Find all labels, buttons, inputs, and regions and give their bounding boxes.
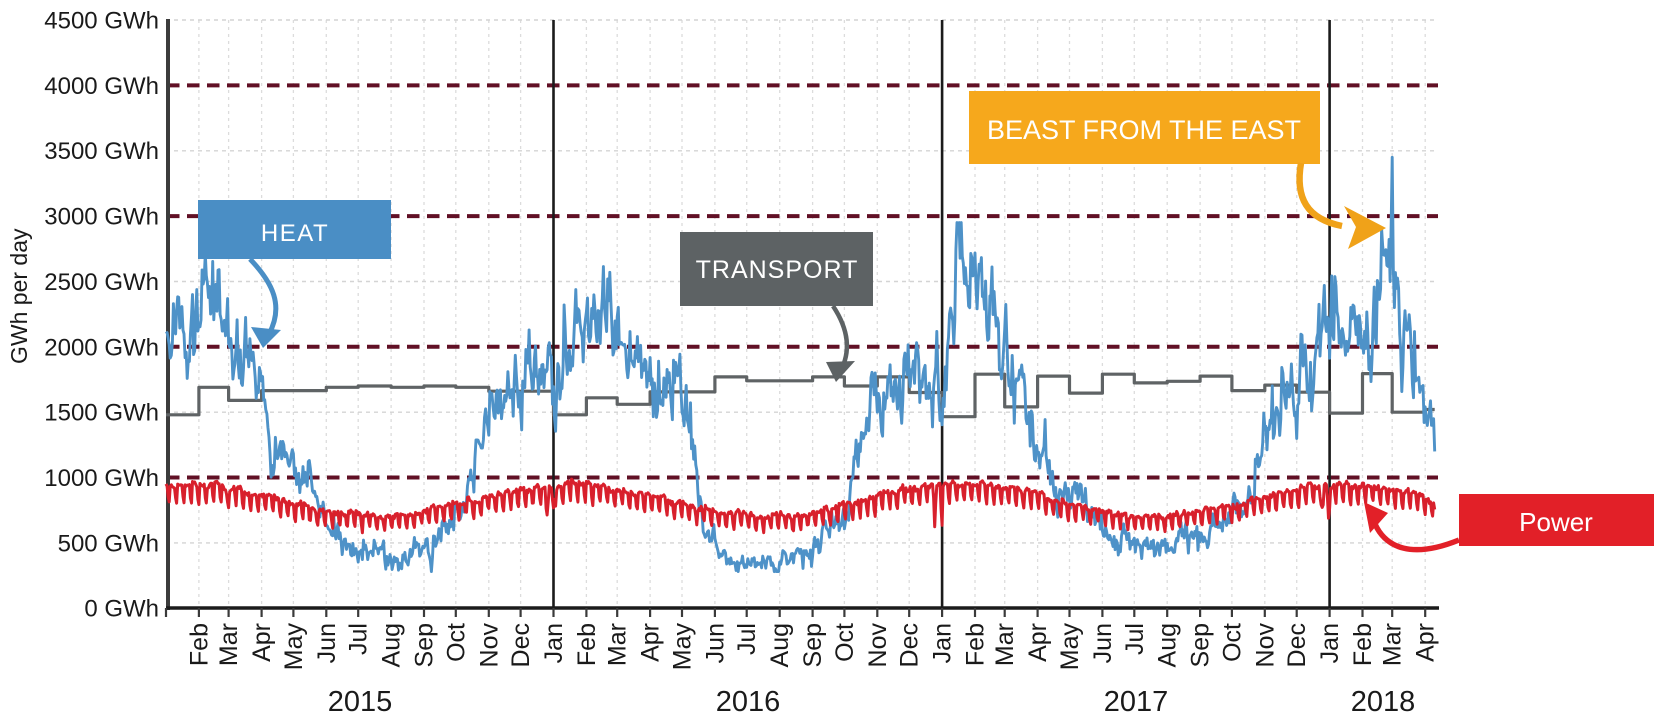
- svg-text:2015: 2015: [328, 686, 393, 718]
- svg-text:Oct: Oct: [1218, 623, 1246, 662]
- svg-text:Apr: Apr: [637, 623, 665, 662]
- svg-text:May: May: [669, 623, 697, 671]
- svg-text:Aug: Aug: [766, 623, 794, 667]
- svg-text:Oct: Oct: [442, 623, 470, 662]
- svg-text:Jun: Jun: [1089, 623, 1117, 663]
- svg-text:BEAST FROM THE EAST: BEAST FROM THE EAST: [987, 115, 1301, 145]
- svg-text:Jan: Jan: [929, 623, 957, 663]
- svg-text:Mar: Mar: [1379, 623, 1407, 666]
- svg-text:Sep: Sep: [411, 623, 439, 667]
- svg-text:3500 GWh: 3500 GWh: [44, 138, 159, 165]
- svg-text:Nov: Nov: [864, 623, 892, 668]
- svg-text:Apr: Apr: [1024, 623, 1052, 662]
- svg-text:Dec: Dec: [507, 623, 535, 667]
- svg-text:HEAT: HEAT: [261, 220, 329, 247]
- svg-text:Feb: Feb: [1349, 623, 1377, 666]
- svg-text:Aug: Aug: [378, 623, 406, 667]
- svg-text:3000 GWh: 3000 GWh: [44, 204, 159, 231]
- svg-text:Dec: Dec: [896, 623, 924, 667]
- svg-text:Sep: Sep: [799, 623, 827, 667]
- svg-text:Apr: Apr: [248, 623, 276, 662]
- svg-text:0 GWh: 0 GWh: [84, 596, 159, 623]
- svg-text:Jan: Jan: [540, 623, 568, 663]
- svg-text:Dec: Dec: [1283, 623, 1311, 667]
- svg-text:Sep: Sep: [1187, 623, 1215, 667]
- svg-text:TRANSPORT: TRANSPORT: [696, 256, 859, 284]
- svg-text:Jul: Jul: [345, 623, 373, 655]
- svg-text:4000 GWh: 4000 GWh: [44, 73, 159, 100]
- svg-text:2018: 2018: [1351, 686, 1416, 718]
- svg-text:Nov: Nov: [1251, 623, 1279, 668]
- svg-text:Jun: Jun: [701, 623, 729, 663]
- svg-text:Feb: Feb: [573, 623, 601, 666]
- svg-text:Oct: Oct: [831, 623, 859, 662]
- svg-text:500 GWh: 500 GWh: [58, 530, 159, 557]
- svg-text:Mar: Mar: [215, 623, 243, 666]
- svg-text:2017: 2017: [1104, 686, 1169, 718]
- svg-text:Jun: Jun: [313, 623, 341, 663]
- svg-text:May: May: [1056, 623, 1084, 671]
- svg-text:Mar: Mar: [604, 623, 632, 666]
- svg-text:Jan: Jan: [1316, 623, 1344, 663]
- svg-text:Aug: Aug: [1154, 623, 1182, 667]
- svg-text:May: May: [280, 623, 308, 671]
- svg-text:Mar: Mar: [991, 623, 1019, 666]
- svg-text:GWh per day: GWh per day: [6, 228, 32, 364]
- svg-text:Feb: Feb: [962, 623, 990, 666]
- svg-text:1500 GWh: 1500 GWh: [44, 400, 159, 427]
- svg-text:Power: Power: [1519, 507, 1593, 537]
- svg-text:Feb: Feb: [185, 623, 213, 666]
- svg-text:Jul: Jul: [1121, 623, 1149, 655]
- svg-text:Apr: Apr: [1412, 623, 1440, 662]
- svg-text:2500 GWh: 2500 GWh: [44, 269, 159, 296]
- svg-text:1000 GWh: 1000 GWh: [44, 465, 159, 492]
- svg-text:2000 GWh: 2000 GWh: [44, 334, 159, 361]
- svg-text:Jul: Jul: [733, 623, 761, 655]
- svg-text:4500 GWh: 4500 GWh: [44, 8, 159, 35]
- svg-text:2016: 2016: [716, 686, 781, 718]
- svg-text:Nov: Nov: [475, 623, 503, 668]
